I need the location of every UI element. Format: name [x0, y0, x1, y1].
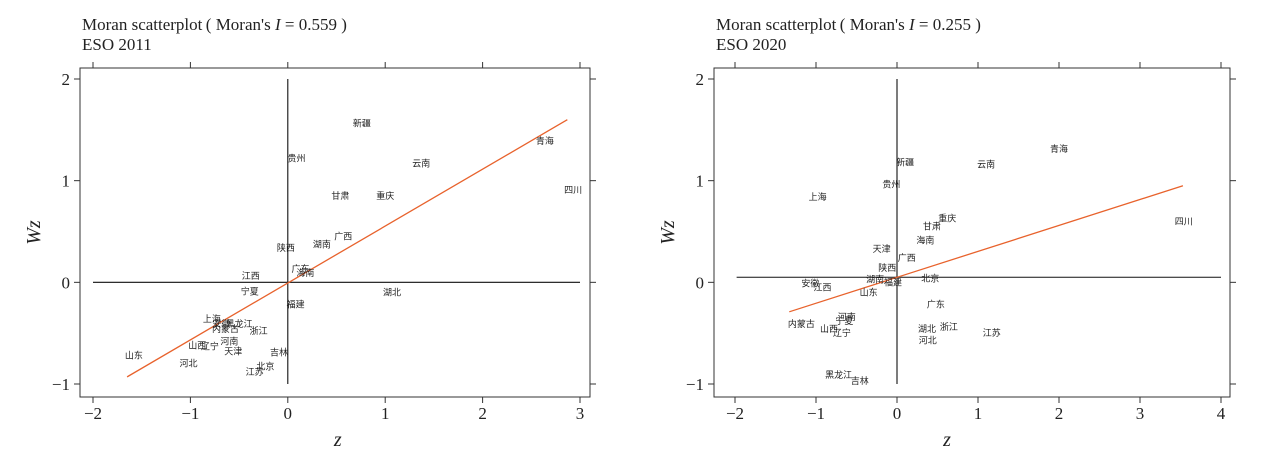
point-label: 吉林	[851, 375, 869, 387]
point-label: 江苏	[246, 366, 264, 378]
x-tick-label: 1	[974, 404, 983, 423]
x-tick-label: −1	[807, 404, 825, 423]
point-label: 湖南	[313, 239, 331, 251]
y-axis-title: Wz	[657, 220, 679, 245]
x-tick-label: −2	[726, 404, 744, 423]
point-label: 云南	[412, 157, 430, 169]
point-label: 广东	[291, 263, 309, 275]
point-label: 山东	[860, 287, 878, 299]
point-label: 内蒙古	[212, 323, 239, 335]
point-label: 云南	[977, 158, 995, 170]
point-label: 江西	[242, 271, 260, 282]
point-label: 浙江	[940, 321, 958, 333]
point-label: 海南	[916, 235, 934, 247]
point-label: 重庆	[938, 212, 956, 224]
point-label: 浙江	[250, 325, 268, 337]
y-tick-label: −1	[52, 375, 70, 394]
point-label: 福建	[884, 276, 902, 288]
x-tick-label: −2	[84, 404, 102, 423]
regression-line	[789, 185, 1184, 313]
point-label: 辽宁	[833, 327, 851, 339]
x-axis-title: z	[333, 429, 342, 451]
point-label: 北京	[921, 272, 939, 284]
point-label: 四川	[564, 186, 582, 196]
point-label: 广东	[927, 299, 945, 311]
point-label: 新疆	[896, 156, 914, 168]
point-label: 黑龙江	[226, 318, 253, 330]
x-tick-label: 3	[1136, 404, 1145, 423]
point-label: 重庆	[376, 190, 394, 202]
point-label: 四川	[1175, 217, 1193, 227]
y-tick-label: 0	[696, 273, 705, 292]
point-label: 江苏	[983, 327, 1001, 339]
point-label: 北京	[256, 361, 274, 373]
point-label: 湖北	[918, 324, 936, 335]
x-tick-label: −1	[181, 404, 199, 423]
point-label: 山西	[188, 340, 206, 351]
point-label: 陕西	[277, 242, 295, 254]
point-label: 贵州	[882, 179, 900, 191]
chart-title: Moran scatterplot ( Moran's I = 0.559 )	[82, 15, 347, 34]
point-label: 河北	[179, 358, 197, 370]
point-label: 上海	[809, 191, 827, 203]
point-label: 安徽	[213, 318, 231, 330]
point-label: 广西	[334, 231, 352, 243]
point-label: 辽宁	[201, 340, 219, 352]
point-label: 贵州	[288, 152, 306, 164]
y-tick-label: 1	[696, 172, 705, 191]
x-tick-label: 0	[284, 404, 293, 423]
point-label: 上海	[203, 313, 221, 325]
y-tick-label: 0	[62, 273, 71, 292]
point-label: 河北	[919, 334, 937, 346]
point-label: 内蒙古	[788, 318, 815, 330]
point-label: 青海	[1050, 143, 1068, 155]
point-label: 宁夏	[835, 315, 853, 327]
point-label: 新疆	[353, 118, 371, 130]
chart-title: Moran scatterplot ( Moran's I = 0.255 )	[716, 15, 981, 34]
point-label: 吉林	[270, 346, 288, 358]
chart-subtitle: ESO 2011	[82, 35, 152, 54]
regression-line	[126, 119, 568, 378]
y-axis-title: Wz	[23, 220, 45, 245]
point-label: 甘肃	[331, 190, 349, 202]
y-tick-label: 2	[62, 70, 71, 89]
x-tick-label: 1	[381, 404, 390, 423]
x-axis-title: z	[942, 429, 951, 451]
point-label: 山东	[125, 350, 143, 362]
x-tick-label: 2	[1055, 404, 1064, 423]
point-label: 广西	[898, 252, 916, 264]
point-label: 宁夏	[241, 285, 259, 297]
point-label: 海南	[296, 267, 314, 279]
point-label: 天津	[224, 346, 242, 357]
point-label: 福建	[287, 299, 305, 311]
point-label: 湖北	[383, 288, 401, 299]
point-label: 陕西	[878, 262, 896, 274]
point-label: 河南	[220, 335, 238, 347]
y-tick-label: 1	[62, 172, 71, 191]
point-label: 黑龙江	[825, 369, 852, 381]
point-label: 甘肃	[923, 220, 941, 232]
point-label: 湖南	[866, 273, 884, 285]
chart-subtitle: ESO 2020	[716, 35, 787, 54]
x-tick-label: 0	[893, 404, 902, 423]
x-tick-label: 2	[478, 404, 487, 423]
point-label: 江西	[813, 282, 831, 293]
x-tick-label: 4	[1217, 404, 1226, 423]
point-label: 山西	[820, 324, 838, 335]
plot-frame	[713, 67, 1231, 398]
y-tick-label: 2	[696, 70, 705, 89]
y-tick-label: −1	[686, 375, 704, 394]
plot-frame	[79, 67, 591, 398]
point-label: 青海	[536, 135, 554, 147]
x-tick-label: 3	[576, 404, 585, 423]
point-label: 河南	[838, 311, 856, 323]
point-label: 天津	[873, 244, 891, 255]
point-label: 安徽	[801, 277, 819, 289]
